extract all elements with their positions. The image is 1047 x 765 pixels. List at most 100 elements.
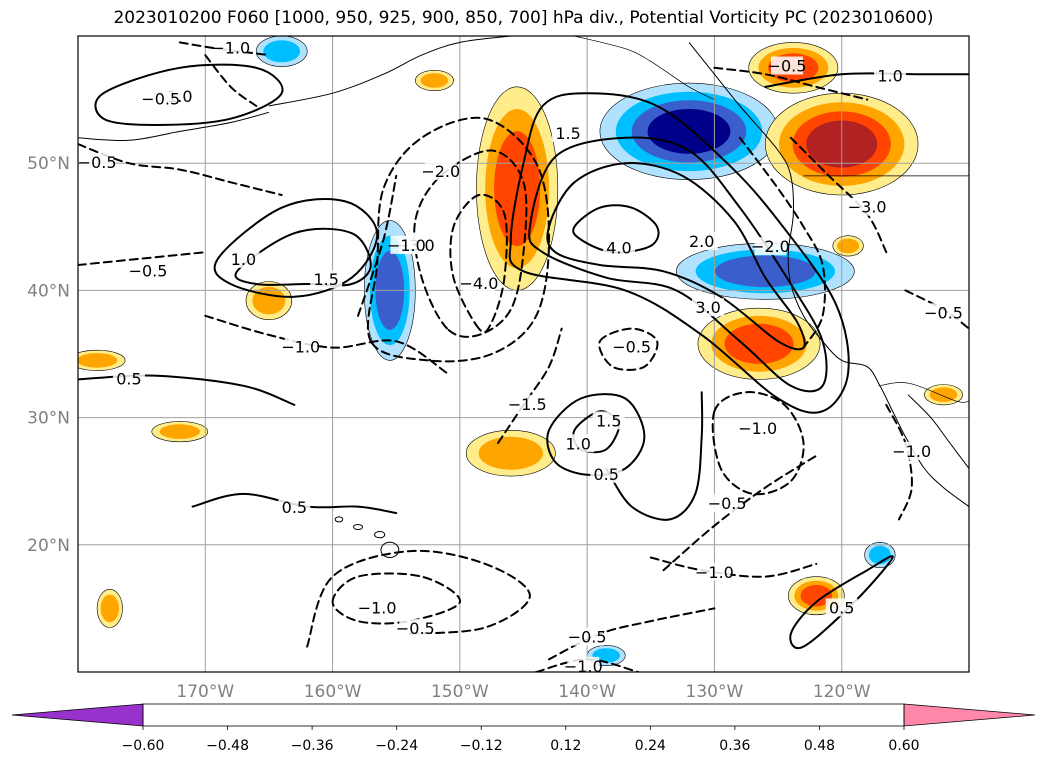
lon-tick-label: 160°W (304, 682, 362, 702)
contour-label-bg (399, 618, 432, 637)
contour-label-bg (698, 562, 731, 581)
contour-positive (78, 374, 296, 406)
contour-label-bg (361, 598, 394, 617)
contour-label: 1.0 (877, 67, 902, 86)
contour-label: −0.5 (78, 153, 117, 172)
lon-tick-label: 120°W (813, 682, 871, 702)
contour-label: −4.0 (460, 274, 499, 293)
contour-negative (885, 403, 913, 521)
contour-negative (413, 149, 528, 338)
contour-label-bg (132, 261, 165, 280)
pv-patch (924, 384, 963, 406)
coastline (688, 42, 969, 508)
contour-label-bg (615, 337, 648, 356)
contour-label-bg (424, 162, 457, 181)
contour-negative (357, 174, 398, 317)
contour-positive (508, 92, 850, 414)
axis-labels: 20°N 30°N 40°N 50°N 170°W 160°W 150°W 140°W 130°… (27, 154, 871, 702)
contour-label: 0.5 (116, 369, 141, 388)
contour-label: 3.0 (695, 298, 720, 317)
coastline (78, 111, 270, 142)
pv-patch (864, 541, 896, 568)
contour-positive (528, 136, 828, 393)
contour-label-bg (851, 197, 884, 216)
pv-patch-level (663, 117, 715, 146)
contour-label: −0.5 (129, 261, 168, 280)
contour-negative (711, 391, 805, 496)
contour-label: 4.0 (606, 238, 631, 257)
contour-negative (449, 193, 508, 334)
contour-label-bg (284, 337, 317, 356)
lat-tick-label: 20°N (27, 536, 70, 556)
colorbar-tick-label: 0.48 (804, 738, 835, 754)
colorbar-tick-label: 0.36 (719, 738, 750, 754)
contour-label: −0.5 (708, 494, 747, 513)
border-line (878, 382, 969, 403)
pv-patch-level (425, 76, 443, 85)
contour-negative (331, 572, 461, 625)
pv-patch-level (753, 0, 817, 27)
contour-positive (546, 162, 806, 351)
pv-patch-level (491, 443, 531, 464)
contour-label: −2.0 (421, 162, 460, 181)
map-frame (77, 35, 970, 673)
pv-patch (78, 349, 126, 371)
island (374, 530, 386, 539)
contour-label: −1.0 (892, 442, 931, 461)
coastline (268, 36, 511, 107)
pv-patch (753, 0, 817, 27)
contour-label-bg (754, 237, 787, 256)
contour-label: −1.0 (738, 419, 777, 438)
pv-patch-level (760, 0, 810, 20)
chart-title: 2023010200 F060 [1000, 950, 925, 900, 85… (113, 8, 934, 28)
contour-label: −3.0 (848, 198, 887, 217)
lon-tick-label: 150°W (431, 682, 489, 702)
contour-positive (546, 393, 646, 477)
contour-label: 1.5 (313, 270, 338, 289)
contour-label-bg (278, 497, 311, 516)
pv-patch-level (84, 355, 110, 365)
contour-negative (497, 327, 563, 444)
pv-patch-level (167, 427, 193, 437)
contour-label: 1.0 (231, 250, 256, 269)
pv-patch-level (935, 390, 952, 400)
contour-label-bg (462, 274, 495, 293)
colorbar-tick-label: 0.60 (888, 738, 919, 754)
contour-label-bg (567, 656, 600, 672)
colorbar-extend-low (11, 703, 144, 727)
contour-label: −1.0 (211, 39, 250, 58)
colorbar-tick-label: 0.12 (550, 738, 581, 754)
colorbar-tick-label: 0.24 (635, 738, 666, 754)
pv-patch (599, 82, 779, 180)
contour-label: −1.0 (564, 657, 603, 676)
contour-negative (548, 607, 716, 661)
pv-patch (245, 281, 293, 321)
contour-positive (572, 204, 660, 254)
island (353, 523, 363, 531)
contour-negative (204, 54, 258, 107)
lat-tick-label: 30°N (27, 409, 70, 429)
contour-label: −1.0 (281, 338, 320, 357)
contour-label: −0.5 (768, 57, 807, 76)
contour-label: −0.5 (924, 303, 963, 322)
contour-label: 1.5 (596, 411, 621, 430)
contour-label: −1.0 (695, 563, 734, 582)
contour-label-bg (511, 394, 544, 413)
pv-patch-level (773, 0, 795, 6)
lon-tick-label: 170°W (176, 682, 234, 702)
contour-label-bg (81, 153, 114, 172)
pv-patch-level (597, 651, 615, 660)
contour-label: −0.5 (396, 619, 435, 638)
colorbar-extend-high (903, 703, 1036, 727)
contour-label-bg (571, 627, 604, 646)
contour-label-bg (562, 434, 595, 453)
contour-label-bg (741, 419, 774, 438)
contour-negative (598, 327, 659, 371)
contour-label-bg (227, 249, 260, 268)
contour-label: 1.0 (566, 434, 591, 453)
contour-positive (605, 391, 704, 521)
colorbar-tick-label: −0.12 (460, 738, 503, 754)
contour-label: −0.5 (568, 628, 607, 647)
contour-label-bg (112, 369, 145, 388)
